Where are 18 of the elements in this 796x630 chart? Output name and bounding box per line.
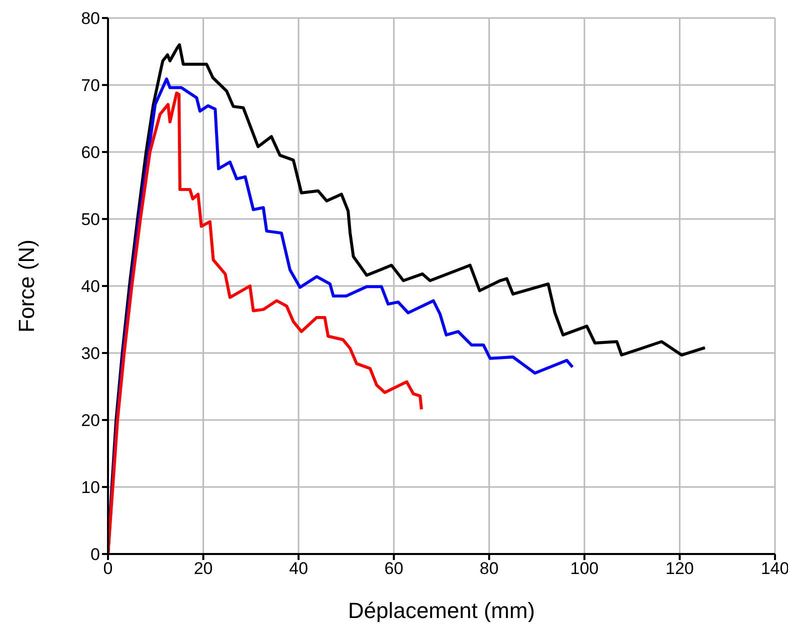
x-tick-label: 80 (480, 559, 499, 578)
y-tick-label: 20 (81, 411, 100, 430)
x-tick-label: 100 (570, 559, 599, 578)
y-tick-label: 60 (81, 143, 100, 162)
y-tick-label: 30 (81, 344, 100, 364)
y-tick-label: 10 (81, 478, 100, 498)
y-tick-label: 80 (81, 9, 100, 28)
y-axis-title: Force (N) (14, 240, 39, 332)
x-tick-label: 0 (103, 559, 113, 578)
x-tick-label: 120 (666, 559, 694, 578)
line-series (108, 92, 423, 554)
x-tick-label: 60 (384, 559, 404, 578)
y-tick-label: 40 (81, 277, 100, 296)
y-tick-label: 70 (81, 76, 100, 96)
y-tick-label: 50 (81, 210, 100, 230)
x-tick-label: 20 (194, 559, 213, 578)
y-tick-label: 0 (90, 545, 100, 564)
x-tick-label: 40 (289, 559, 308, 578)
